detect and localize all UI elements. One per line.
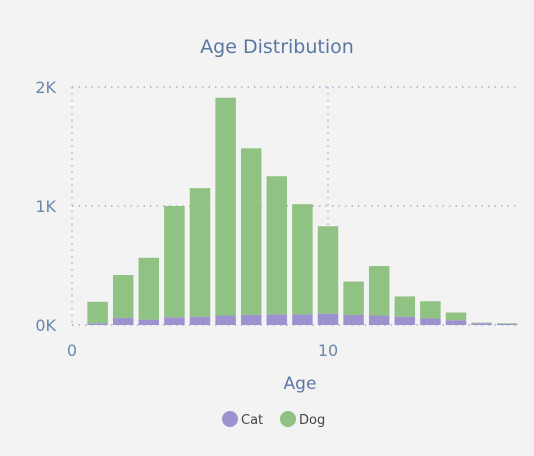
legend-label-dog: Dog	[299, 413, 325, 428]
bar-cat-age-14[interactable]	[420, 318, 441, 325]
bar-cat-age-16[interactable]	[471, 323, 492, 325]
legend: Cat Dog	[222, 411, 325, 428]
bar-dog-age-16[interactable]	[471, 322, 492, 324]
bar-dog-age-2[interactable]	[112, 275, 134, 318]
bar-cat-age-6[interactable]	[215, 315, 236, 325]
x-tick-label: 10	[318, 341, 338, 360]
bar-dog-age-8[interactable]	[266, 176, 288, 315]
bar-cat-age-12[interactable]	[368, 315, 390, 325]
y-tick-label: 1K	[35, 197, 56, 216]
bar-cat-age-5[interactable]	[189, 316, 211, 325]
chart-title: Age Distribution	[200, 36, 354, 58]
bars	[87, 97, 518, 325]
bar-dog-age-5[interactable]	[189, 188, 211, 317]
bar-cat-age-13[interactable]	[394, 316, 416, 325]
bar-cat-age-1[interactable]	[87, 323, 108, 325]
bar-cat-age-11[interactable]	[343, 314, 364, 325]
legend-label-cat: Cat	[241, 413, 263, 428]
bar-dog-age-9[interactable]	[292, 204, 313, 315]
bar-cat-age-2[interactable]	[112, 317, 134, 325]
bar-cat-age-7[interactable]	[240, 314, 262, 325]
bar-cat-age-3[interactable]	[138, 319, 160, 325]
bar-dog-age-3[interactable]	[138, 257, 160, 320]
bar-dog-age-11[interactable]	[343, 281, 364, 315]
y-tick-label: 0K	[35, 316, 56, 335]
bar-dog-age-17[interactable]	[496, 323, 518, 324]
bar-dog-age-13[interactable]	[394, 296, 416, 317]
y-tick-label: 2K	[35, 78, 56, 97]
x-axis-label: Age	[284, 374, 317, 394]
x-axis-ticks: 0 10	[67, 341, 338, 360]
bar-cat-age-8[interactable]	[266, 314, 288, 325]
bar-dog-age-12[interactable]	[368, 266, 390, 316]
legend-marker-cat	[222, 411, 238, 427]
legend-marker-dog	[280, 411, 296, 427]
bar-dog-age-6[interactable]	[215, 97, 236, 316]
y-axis-ticks: 0K 1K 2K	[35, 78, 56, 335]
bar-dog-age-10[interactable]	[317, 226, 339, 314]
bar-cat-age-15[interactable]	[445, 320, 467, 325]
bar-dog-age-14[interactable]	[420, 301, 441, 319]
gridlines	[71, 86, 520, 326]
bar-cat-age-10[interactable]	[317, 313, 339, 325]
bar-cat-age-4[interactable]	[164, 317, 185, 325]
bar-dog-age-1[interactable]	[87, 301, 108, 324]
bar-cat-age-9[interactable]	[292, 314, 313, 325]
bar-cat-age-17[interactable]	[496, 323, 518, 325]
bar-dog-age-7[interactable]	[240, 148, 262, 315]
x-tick-label: 0	[67, 341, 77, 360]
bar-dog-age-15[interactable]	[445, 312, 467, 321]
bar-dog-age-4[interactable]	[164, 206, 185, 318]
